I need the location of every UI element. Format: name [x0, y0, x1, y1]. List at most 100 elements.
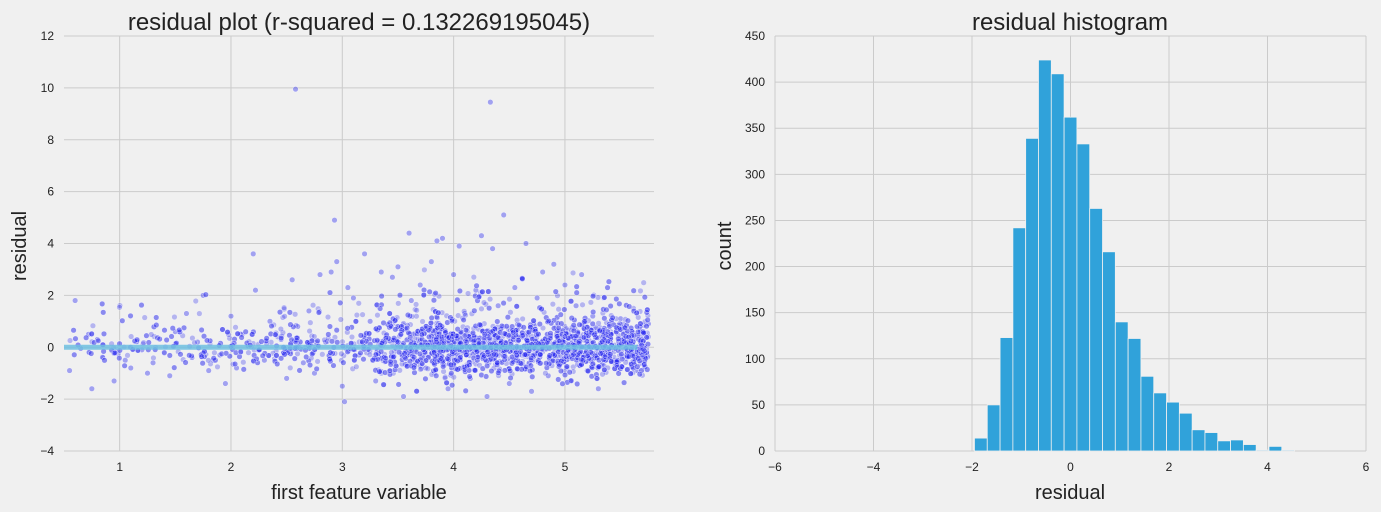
histogram-x-ticks: −6 −4 −2 0 2 4 6	[768, 460, 1370, 474]
scatter-point	[250, 358, 257, 364]
scatter-point	[428, 371, 435, 378]
scatter-point	[338, 357, 345, 364]
scatter-point	[644, 366, 651, 373]
scatter-point	[513, 303, 520, 310]
scatter-point	[579, 301, 586, 308]
scatter-point	[487, 296, 494, 303]
scatter-point	[307, 362, 314, 368]
scatter-point	[265, 352, 272, 359]
scatter-point	[641, 294, 648, 301]
scatter-point	[613, 296, 620, 302]
scatter-point	[529, 373, 536, 380]
scatter-point	[455, 312, 462, 319]
scatter-point	[101, 357, 108, 364]
scatter-point	[525, 329, 532, 336]
scatter-point	[390, 354, 397, 360]
scatter-point	[485, 288, 492, 295]
scatter-point	[344, 284, 351, 291]
scatter-point	[279, 329, 286, 336]
histogram-bar	[1217, 440, 1231, 452]
scatter-point	[617, 326, 624, 333]
scatter-point	[500, 300, 507, 307]
scatter-point	[522, 240, 529, 247]
scatter-point	[317, 271, 324, 278]
scatter-point	[481, 299, 487, 306]
histogram-bars	[974, 59, 1295, 452]
scatter-point	[66, 367, 73, 374]
scatter-point	[543, 360, 550, 367]
scatter-point	[286, 309, 293, 316]
scatter-point	[326, 356, 333, 363]
scatter-point	[454, 326, 461, 333]
scatter-point	[99, 354, 106, 361]
scatter-point	[204, 337, 211, 344]
scatter-point	[216, 352, 223, 359]
scatter-point	[644, 317, 651, 323]
scatter-y-tick-label: 6	[47, 185, 54, 199]
scatter-point	[587, 299, 594, 306]
scatter-point	[539, 269, 546, 276]
scatter-point	[604, 284, 611, 291]
scatter-point	[454, 366, 461, 373]
scatter-point	[645, 333, 652, 340]
scatter-point	[116, 302, 123, 309]
scatter-point	[196, 310, 203, 317]
scatter-point	[634, 363, 641, 370]
scatter-point	[207, 360, 214, 367]
scatter-point	[462, 387, 469, 394]
scatter-point	[470, 325, 477, 332]
scatter-point	[625, 353, 632, 360]
scatter-point	[494, 359, 501, 366]
scatter-point	[567, 377, 574, 384]
scatter-point	[352, 318, 359, 325]
scatter-point	[408, 297, 415, 304]
scatter-point	[534, 294, 541, 301]
scatter-point	[571, 325, 578, 332]
scatter-point	[321, 337, 328, 343]
scatter-point	[328, 269, 335, 276]
scatter-point	[481, 331, 488, 338]
histogram-bar	[1076, 143, 1091, 452]
scatter-point	[549, 301, 556, 308]
scatter-point	[423, 323, 430, 330]
scatter-point	[395, 381, 402, 388]
scatter-point	[489, 328, 496, 335]
scatter-point	[279, 314, 286, 321]
scatter-point	[404, 325, 410, 332]
scatter-point	[507, 309, 514, 316]
histogram-x-tick-label: −4	[867, 460, 881, 474]
scatter-point	[554, 332, 560, 338]
scatter-point	[440, 368, 447, 375]
scatter-point	[226, 335, 233, 342]
scatter-point	[568, 298, 574, 305]
histogram-bar	[1230, 439, 1244, 452]
scatter-point	[319, 351, 326, 358]
scatter-y-tick-label: 8	[47, 133, 54, 147]
scatter-point	[438, 355, 444, 362]
scatter-point	[119, 317, 126, 324]
histogram-y-tick-label: 300	[745, 167, 765, 181]
scatter-point	[418, 365, 425, 372]
scatter-point	[501, 330, 508, 337]
scatter-point	[273, 352, 280, 359]
scatter-point	[274, 361, 281, 367]
scatter-point	[382, 335, 389, 342]
histogram-x-axis-label: residual	[1035, 482, 1105, 504]
scatter-point	[557, 311, 564, 318]
scatter-point	[400, 393, 407, 400]
scatter-point	[473, 282, 480, 289]
histogram-y-ticks: 0 50 100 150 200 250 300 350 400 450	[745, 29, 765, 458]
histogram-bar	[999, 337, 1014, 452]
scatter-point	[506, 296, 513, 303]
scatter-point	[356, 352, 363, 359]
histogram-bar	[1102, 251, 1116, 452]
scatter-point	[475, 354, 481, 360]
scatter-point	[605, 278, 612, 285]
scatter-point	[306, 357, 313, 364]
scatter-point	[392, 317, 399, 324]
scatter-point	[476, 321, 483, 328]
scatter-point	[468, 310, 475, 317]
scatter-point	[433, 237, 440, 244]
scatter-point	[636, 371, 643, 378]
scatter-point	[219, 326, 226, 333]
